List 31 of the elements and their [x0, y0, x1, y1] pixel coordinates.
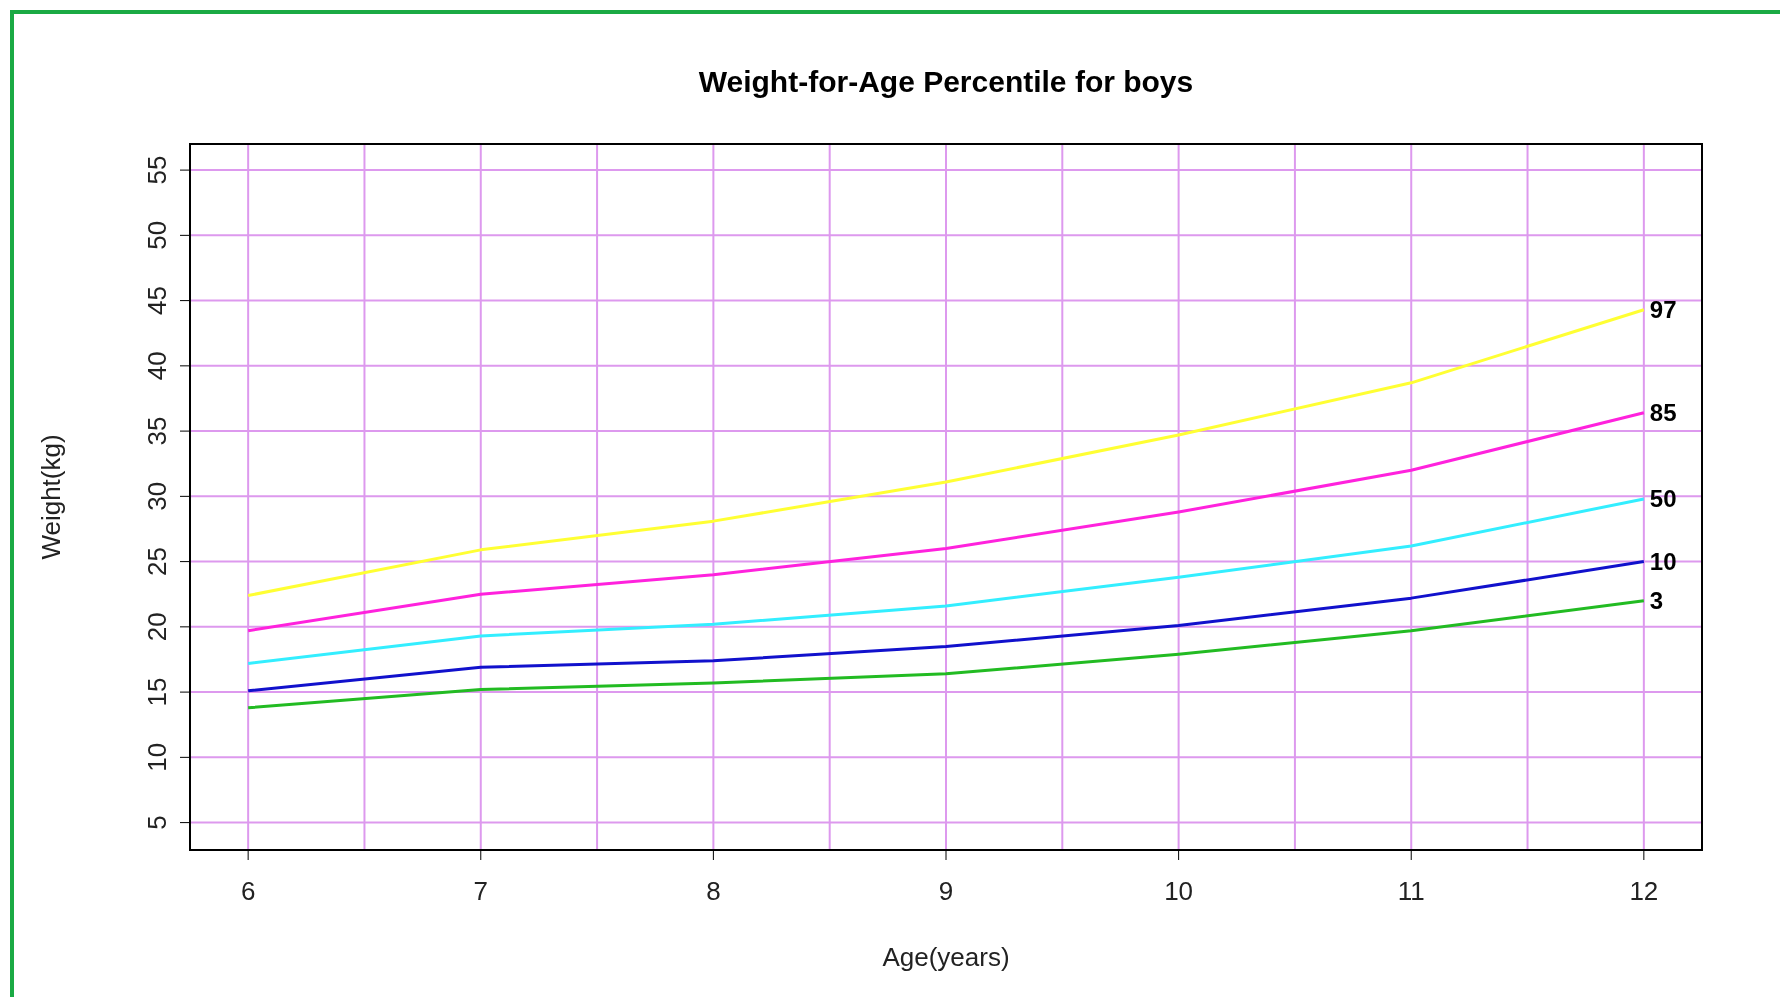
y-tick-label: 55	[142, 155, 172, 185]
x-tick-label: 6	[240, 876, 256, 906]
line-series	[246, 308, 1646, 598]
line-series	[246, 497, 1646, 665]
chart-title: Weight-for-Age Percentile for boys	[698, 65, 1194, 98]
series-label: 50	[1649, 484, 1677, 512]
y-tick-label: 10	[142, 742, 172, 772]
y-tick-label: 25	[142, 547, 172, 577]
x-tick-label: 9	[938, 876, 954, 906]
y-axis-title: Weight(kg)	[36, 434, 66, 560]
line-series	[246, 560, 1646, 693]
line-series	[246, 411, 1646, 633]
y-tick-label: 45	[142, 286, 172, 316]
series-label: 3	[1649, 586, 1664, 614]
x-tick-label: 11	[1397, 876, 1425, 906]
y-tick-label: 5	[142, 815, 172, 830]
y-tick-label: 15	[142, 677, 172, 707]
y-tick-label: 50	[142, 220, 172, 250]
y-tick-label: 40	[142, 351, 172, 381]
series-label: 97	[1649, 295, 1677, 323]
series-label: 85	[1649, 398, 1677, 426]
series-label: 10	[1649, 547, 1677, 575]
x-tick-label: 10	[1164, 876, 1194, 906]
y-tick-label: 35	[142, 416, 172, 446]
x-tick-label: 7	[473, 876, 488, 906]
y-tick-label: 30	[142, 481, 172, 511]
y-tick-label: 20	[142, 612, 172, 642]
line-series	[246, 599, 1646, 710]
x-tick-label: 12	[1629, 876, 1659, 906]
x-tick-label: 8	[706, 876, 721, 906]
x-axis-title: Age(years)	[882, 942, 1010, 972]
